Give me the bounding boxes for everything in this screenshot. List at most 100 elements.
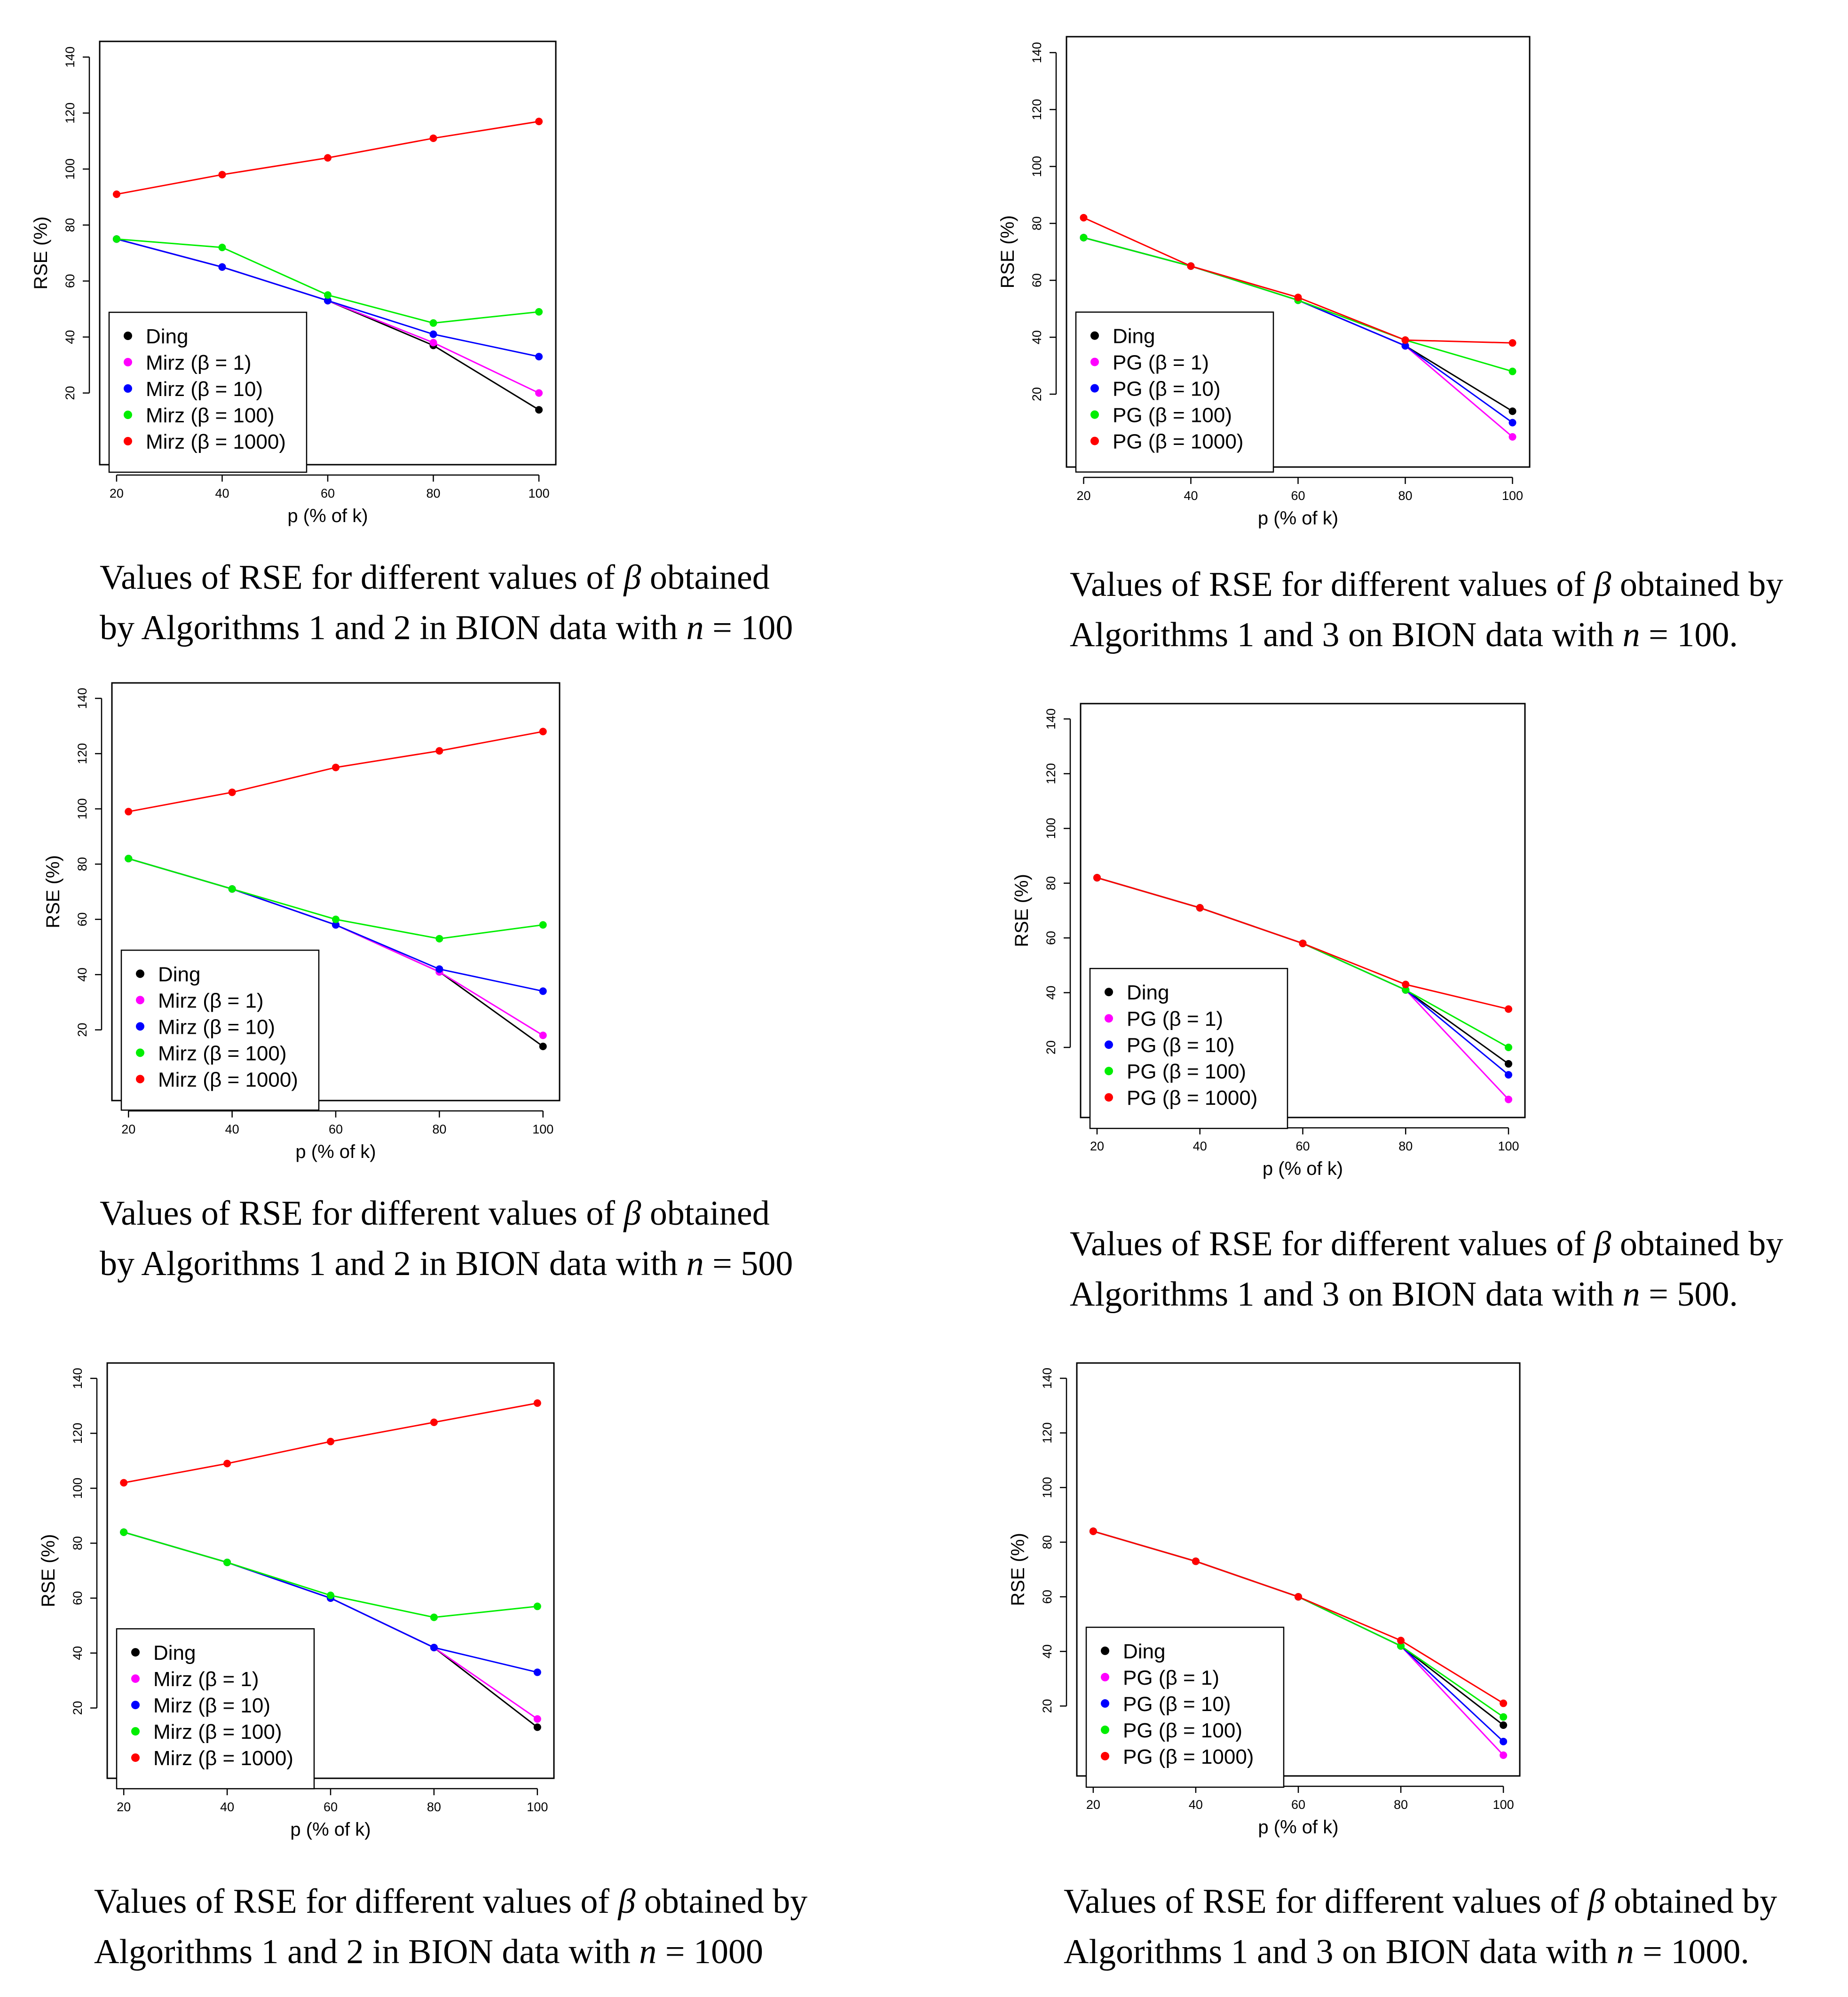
y-tick-label: 140: [63, 47, 77, 68]
data-point: [1401, 336, 1409, 344]
y-axis-label: RSE (%): [1008, 1533, 1028, 1606]
chart-1: 20 40 60 80 100 p (% of k) 20 40 60 80 100 120 140 RS…: [31, 40, 557, 526]
data-point: [1500, 1699, 1508, 1707]
data-point: [429, 330, 437, 338]
data-point: [430, 1613, 438, 1621]
y-tick-label: 120: [1030, 99, 1044, 120]
legend-marker: [1101, 1672, 1109, 1681]
y-tick-label: 60: [1030, 273, 1044, 287]
data-point: [1508, 407, 1516, 415]
x-tick-label: 60: [1291, 489, 1305, 503]
chart-6: 20 40 60 80 100 p (% of k) 20 40 60 80 100 120 140 RS…: [1008, 1362, 1521, 1838]
x-axis-label: p (% of k): [1258, 1817, 1338, 1838]
y-tick-label: 100: [1030, 156, 1044, 177]
legend-label: PG (β = 1): [1123, 1666, 1219, 1689]
legend-marker: [124, 411, 132, 419]
legend-marker: [1105, 1040, 1113, 1049]
plot-frame: [1076, 1362, 1521, 1777]
caption-6: Values of RSE for different values of β …: [1064, 1877, 1777, 1977]
data-point: [533, 1715, 541, 1723]
legend-marker: [136, 1075, 144, 1084]
data-point: [539, 1031, 547, 1039]
legend-marker: [124, 384, 132, 393]
caption-4-line2: Algorithms 1 and 3 on BION data with n =…: [1070, 1275, 1738, 1314]
x-tick-label: 20: [1076, 489, 1090, 503]
data-point: [533, 1723, 541, 1731]
y-tick-label: 40: [63, 330, 77, 344]
legend-marker: [136, 1022, 144, 1031]
y-tick-label: 80: [75, 857, 89, 871]
data-point: [539, 921, 547, 929]
legend-label: Mirz (β = 1000): [158, 1068, 298, 1091]
data-point: [1508, 339, 1516, 347]
legend-label: Ding: [1127, 981, 1169, 1004]
legend-label: Mirz (β = 1): [146, 351, 252, 374]
legend-label: PG (β = 10): [1123, 1693, 1231, 1716]
data-point: [332, 915, 340, 923]
x-tick-label: 60: [329, 1122, 343, 1136]
y-tick-label: 20: [1044, 1040, 1058, 1054]
y-tick-label: 80: [1044, 876, 1058, 890]
data-point: [1299, 939, 1307, 947]
x-tick-label: 20: [117, 1800, 131, 1814]
x-tick-label: 60: [1295, 1139, 1310, 1153]
data-point: [1500, 1751, 1508, 1759]
y-axis-label: RSE (%): [1011, 874, 1032, 947]
y-axis-label: RSE (%): [43, 855, 63, 928]
legend-box: [1085, 1626, 1285, 1788]
legend-marker: [136, 996, 144, 1005]
data-point: [1295, 1593, 1302, 1601]
y-tick-label: 40: [75, 967, 89, 982]
x-tick-label: 20: [1086, 1798, 1100, 1812]
legend-marker: [1105, 1014, 1113, 1023]
x-tick-label: 40: [220, 1800, 234, 1814]
caption-4-line1: Values of RSE for different values of β …: [1070, 1225, 1784, 1263]
y-tick-label: 20: [1040, 1699, 1054, 1713]
data-point: [1505, 1071, 1512, 1079]
legend-label: Mirz (β = 1000): [146, 430, 286, 453]
y-tick-label: 120: [63, 103, 77, 124]
data-point: [324, 291, 332, 299]
y-tick-label: 100: [75, 798, 89, 819]
data-point: [327, 1438, 334, 1446]
legend-marker: [1090, 410, 1099, 419]
data-point: [228, 885, 236, 893]
legend-marker: [124, 358, 132, 366]
legend-label: Ding: [1113, 325, 1155, 348]
legend-box: [120, 950, 320, 1111]
legend-label: PG (β = 100): [1127, 1060, 1246, 1083]
caption-4: Values of RSE for different values of β …: [1070, 1219, 1783, 1320]
legend-box: [1075, 311, 1274, 473]
legend-label: Mirz (β = 10): [153, 1694, 270, 1717]
caption-5-line1: Values of RSE for different values of β …: [94, 1882, 808, 1921]
data-point: [324, 297, 332, 305]
legend-label: Mirz (β = 100): [146, 404, 274, 427]
y-tick-label: 80: [1040, 1535, 1054, 1549]
y-tick-label: 100: [63, 158, 77, 180]
legend-marker: [1101, 1725, 1109, 1734]
x-tick-label: 100: [529, 486, 550, 500]
caption-2-line2: Algorithms 1 and 3 on BION data with n =…: [1070, 616, 1738, 654]
legend-label: PG (β = 100): [1123, 1719, 1242, 1742]
data-point: [1500, 1721, 1508, 1729]
y-tick-label: 20: [75, 1023, 89, 1037]
x-tick-label: 80: [1394, 1798, 1408, 1812]
data-point: [435, 965, 443, 973]
caption-1: Values of RSE for different values of β …: [100, 553, 793, 653]
x-tick-label: 100: [532, 1122, 553, 1136]
chart-2: 20 40 60 80 100 p (% of k) 20 40 60 80 100 120 140 RS…: [997, 36, 1531, 529]
y-tick-label: 40: [1044, 986, 1058, 1000]
legend-marker: [1101, 1699, 1109, 1708]
data-point: [535, 406, 543, 414]
data-point: [430, 1644, 438, 1652]
legend-label: PG (β = 10): [1127, 1034, 1235, 1057]
legend-marker: [136, 969, 144, 978]
x-tick-label: 100: [1498, 1139, 1519, 1153]
legend-marker: [1090, 436, 1099, 445]
caption-5: Values of RSE for different values of β …: [94, 1877, 807, 1977]
plot-frame: [1066, 36, 1531, 468]
x-tick-label: 100: [1502, 489, 1523, 503]
data-point: [533, 1602, 541, 1610]
y-tick-label: 100: [1044, 818, 1058, 839]
y-tick-label: 80: [63, 218, 77, 232]
